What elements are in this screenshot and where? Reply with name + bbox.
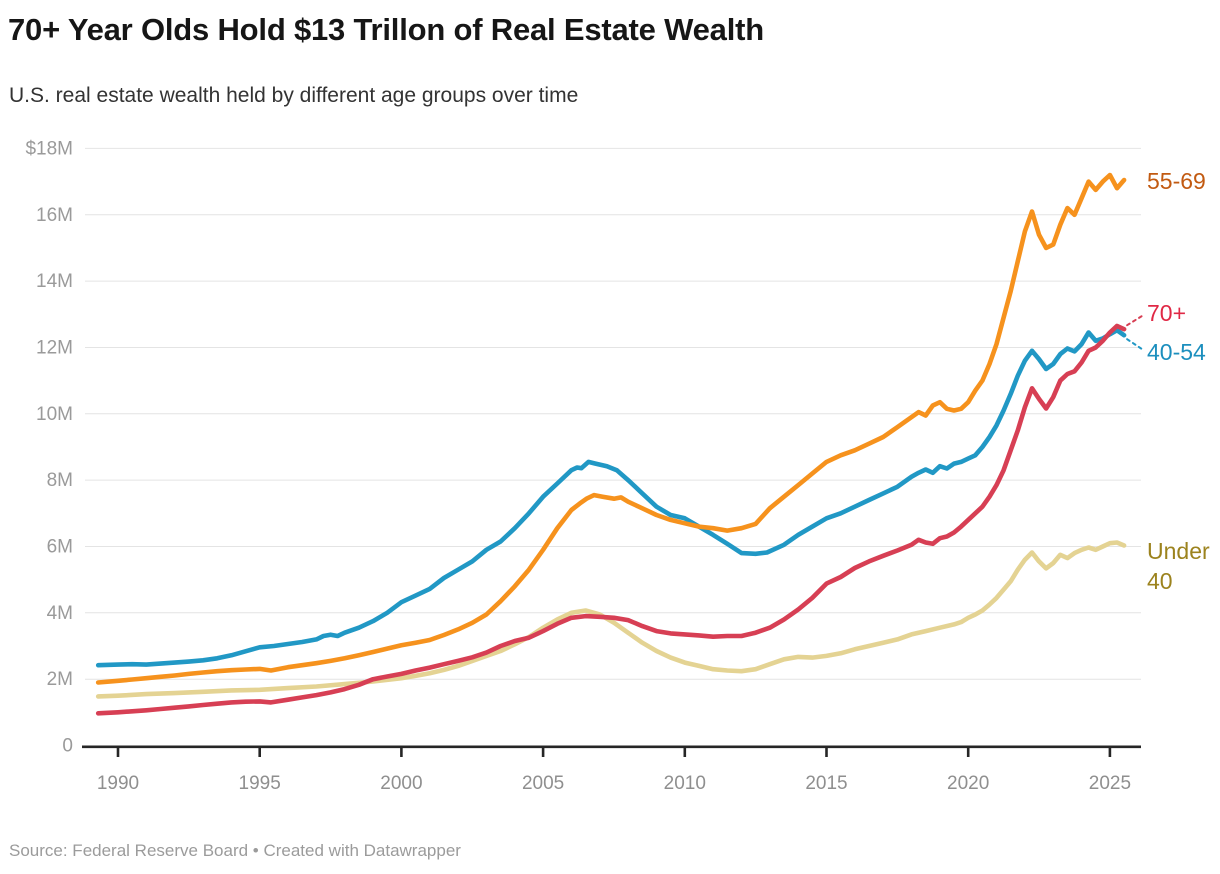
series-line-under-40 <box>95 540 1127 699</box>
y-axis-label-14: 14M <box>36 271 73 292</box>
x-axis-label-2025: 2025 <box>1089 773 1131 794</box>
x-axis-label-1995: 1995 <box>239 773 281 794</box>
y-axis-label-0: 0 <box>62 736 73 757</box>
chart-subtitle: U.S. real estate wealth held by differen… <box>9 84 579 107</box>
x-axis-label-1990: 1990 <box>97 773 139 794</box>
series-line-55-69 <box>95 172 1127 685</box>
leader-line-70 <box>1126 315 1143 327</box>
x-axis-label-2000: 2000 <box>380 773 422 794</box>
page-title: 70+ Year Olds Hold $13 Trillon of Real E… <box>8 12 764 47</box>
y-axis-label-10: 10M <box>36 404 73 425</box>
y-axis-label-6: 6M <box>47 537 73 558</box>
y-axis-label-4: 4M <box>47 603 73 624</box>
series-line-70 <box>95 323 1127 716</box>
x-axis-label-2020: 2020 <box>947 773 989 794</box>
x-axis-label-2010: 2010 <box>664 773 706 794</box>
x-axis-label-2015: 2015 <box>805 773 847 794</box>
leader-line-40-54 <box>1126 338 1143 351</box>
y-axis-label-18: $18M <box>25 138 73 159</box>
series-label-under-40: Under 40 <box>1147 538 1210 594</box>
series-label-70: 70+ <box>1147 300 1186 326</box>
series-line-40-54 <box>95 327 1127 668</box>
series-label-40-54: 40-54 <box>1147 339 1206 365</box>
source-note: Source: Federal Reserve Board • Created … <box>9 841 461 860</box>
y-axis-label-8: 8M <box>47 470 73 491</box>
series-label-55-69: 55-69 <box>1147 168 1206 194</box>
y-axis-label-12: 12M <box>36 338 73 359</box>
y-axis-label-2: 2M <box>47 669 73 690</box>
y-axis-label-16: 16M <box>36 205 73 226</box>
x-axis-label-2005: 2005 <box>522 773 564 794</box>
